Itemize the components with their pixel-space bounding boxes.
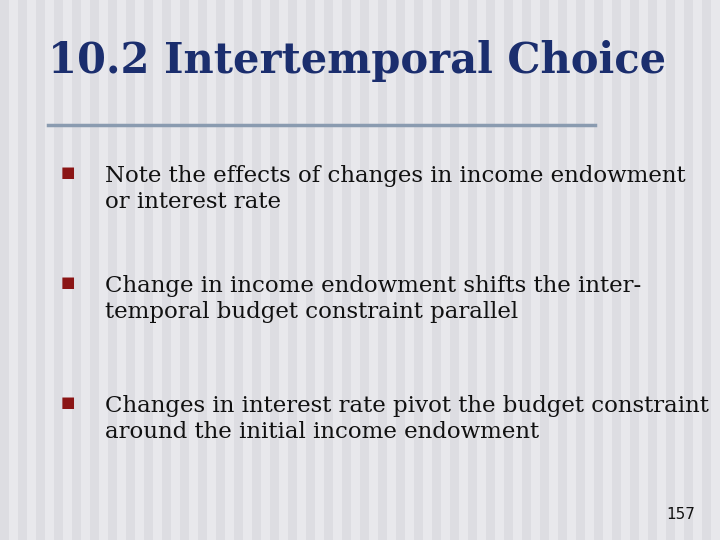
Bar <box>468 0 477 540</box>
Bar <box>504 0 513 540</box>
Bar <box>666 0 675 540</box>
Bar <box>612 0 621 540</box>
Bar <box>594 0 603 540</box>
Bar <box>540 0 549 540</box>
Bar <box>414 0 423 540</box>
Bar <box>234 0 243 540</box>
Bar <box>306 0 315 540</box>
Text: temporal budget constraint parallel: temporal budget constraint parallel <box>105 301 518 323</box>
Bar <box>108 0 117 540</box>
Bar <box>702 0 711 540</box>
Text: ■: ■ <box>60 395 75 410</box>
Bar <box>72 0 81 540</box>
Text: 157: 157 <box>666 507 695 522</box>
Bar <box>180 0 189 540</box>
Bar <box>630 0 639 540</box>
Bar <box>198 0 207 540</box>
Bar <box>252 0 261 540</box>
Bar <box>270 0 279 540</box>
Bar <box>648 0 657 540</box>
Text: Changes in interest rate pivot the budget constraint: Changes in interest rate pivot the budge… <box>105 395 709 417</box>
Text: ■: ■ <box>60 275 75 290</box>
Bar <box>0 0 9 540</box>
Text: around the initial income endowment: around the initial income endowment <box>105 421 539 443</box>
Bar <box>162 0 171 540</box>
Text: Change in income endowment shifts the inter-: Change in income endowment shifts the in… <box>105 275 642 297</box>
Text: or interest rate: or interest rate <box>105 191 281 213</box>
Bar <box>378 0 387 540</box>
Bar <box>396 0 405 540</box>
Text: Note the effects of changes in income endowment: Note the effects of changes in income en… <box>105 165 685 187</box>
Bar <box>144 0 153 540</box>
Bar <box>18 0 27 540</box>
Bar <box>576 0 585 540</box>
Bar <box>558 0 567 540</box>
Bar <box>216 0 225 540</box>
Bar <box>360 0 369 540</box>
Bar <box>342 0 351 540</box>
Bar <box>684 0 693 540</box>
Text: 10.2 Intertemporal Choice: 10.2 Intertemporal Choice <box>48 40 666 82</box>
Bar <box>36 0 45 540</box>
Bar <box>432 0 441 540</box>
Bar <box>54 0 63 540</box>
Text: ■: ■ <box>60 165 75 180</box>
Bar <box>486 0 495 540</box>
Bar <box>324 0 333 540</box>
Bar <box>288 0 297 540</box>
Bar <box>522 0 531 540</box>
Bar <box>90 0 99 540</box>
Bar <box>450 0 459 540</box>
Bar <box>126 0 135 540</box>
